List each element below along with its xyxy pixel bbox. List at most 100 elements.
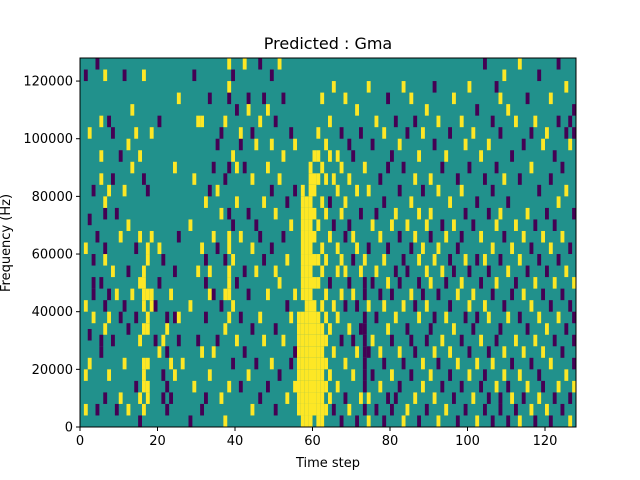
heatmap-cell-low <box>405 127 410 139</box>
heatmap-cell-high <box>517 415 522 427</box>
heatmap-cell-low <box>250 127 255 139</box>
heatmap-cell-low <box>405 323 410 335</box>
heatmap-cell-high <box>541 230 546 243</box>
heatmap-cell-high <box>300 288 305 301</box>
heatmap-cell-low <box>235 104 239 116</box>
heatmap-cell-high <box>304 369 309 381</box>
heatmap-cell-high <box>514 334 518 347</box>
heatmap-cell-low <box>211 161 216 174</box>
heatmap-cell-high <box>269 357 274 370</box>
heatmap-cell-high <box>397 138 402 151</box>
heatmap-cell-high <box>401 81 406 93</box>
heatmap-cell-low <box>483 173 487 185</box>
x-tick-label: 20 <box>149 434 166 449</box>
heatmap-cell-low <box>328 277 332 289</box>
heatmap-cell-low <box>560 346 565 358</box>
heatmap-cell-high <box>366 415 371 427</box>
heatmap-cell-high <box>266 288 270 301</box>
heatmap-cell-low <box>552 334 557 347</box>
heatmap-cell-high <box>273 265 278 278</box>
heatmap-cell-high <box>262 196 267 208</box>
heatmap-cell-high <box>312 369 317 381</box>
heatmap-cell-high <box>258 311 263 324</box>
heatmap-cell-low <box>521 138 526 151</box>
heatmap-cell-low <box>572 207 577 220</box>
heatmap-cell-low <box>548 173 553 185</box>
heatmap-cell-low <box>537 254 542 266</box>
heatmap-cell-low <box>452 392 456 404</box>
y-tick-label: 0 <box>65 421 73 436</box>
heatmap-cell-low <box>343 300 348 312</box>
heatmap-cell-high <box>300 357 305 370</box>
heatmap-cell-low <box>467 161 472 174</box>
heatmap-cell-high <box>126 403 131 416</box>
heatmap-cell-low <box>103 242 108 255</box>
heatmap-cell-low <box>459 334 464 347</box>
heatmap-cell-low <box>568 300 573 312</box>
heatmap-cell-high <box>347 173 352 185</box>
heatmap-cell-low <box>83 69 88 82</box>
heatmap-cell-low <box>91 254 96 266</box>
heatmap-cell-high <box>564 265 569 278</box>
heatmap-cell-low <box>351 334 356 347</box>
heatmap-cell-low <box>545 265 549 278</box>
heatmap-cell-low <box>204 277 208 289</box>
heatmap-cell-high <box>490 357 495 370</box>
heatmap-cell-high <box>541 138 546 151</box>
heatmap-cell-high <box>103 254 108 266</box>
heatmap-cell-low <box>424 334 429 347</box>
heatmap-cell-low <box>114 403 119 416</box>
heatmap-cell-high <box>176 92 181 105</box>
heatmap-cell-high <box>494 380 499 393</box>
heatmap-cell-low <box>448 369 453 381</box>
heatmap-cell-high <box>308 323 313 335</box>
heatmap-cell-high <box>111 265 115 278</box>
heatmap-cell-low <box>506 415 511 427</box>
heatmap-cell-low <box>258 392 263 404</box>
heatmap-cell-high <box>324 380 329 393</box>
heatmap-cell-low <box>192 69 197 82</box>
heatmap-cell-high <box>149 230 154 243</box>
heatmap-cell-high <box>145 357 150 370</box>
heatmap-cell-low <box>510 357 515 370</box>
heatmap-cell-high <box>308 184 313 197</box>
heatmap-cell-low <box>386 92 391 105</box>
heatmap-cell-high <box>455 357 460 370</box>
heatmap-cell-high <box>324 138 329 151</box>
heatmap-cell-high <box>227 230 232 243</box>
heatmap-cell-low <box>219 127 224 139</box>
heatmap-cell-low <box>331 403 336 416</box>
heatmap-cell-high <box>320 323 325 335</box>
heatmap-cell-low <box>525 92 530 105</box>
heatmap-cell-low <box>498 323 503 335</box>
heatmap-cell-high <box>320 334 325 347</box>
heatmap-cell-high <box>393 311 398 324</box>
heatmap-cell-high <box>386 323 391 335</box>
heatmap-cell-high <box>297 403 301 416</box>
heatmap-cell-high <box>436 184 441 197</box>
heatmap-cell-low <box>188 415 193 427</box>
heatmap-cell-high <box>320 357 325 370</box>
heatmap-cell-high <box>320 242 325 255</box>
heatmap-cell-low <box>498 254 503 266</box>
heatmap-cell-high <box>165 323 170 335</box>
heatmap-cell-low <box>359 207 363 220</box>
heatmap-cell-low <box>258 58 263 70</box>
heatmap-cell-low <box>517 311 522 324</box>
heatmap-cell-high <box>335 150 340 162</box>
heatmap-cell-high <box>568 138 573 151</box>
heatmap-cell-high <box>130 161 135 174</box>
heatmap-cell-high <box>126 219 131 231</box>
heatmap-cell-high <box>312 150 317 162</box>
heatmap-cell-high <box>335 265 340 278</box>
heatmap-cell-high <box>300 265 305 278</box>
heatmap-cell-high <box>316 346 321 358</box>
heatmap-cell-low <box>103 207 108 220</box>
heatmap-cell-low <box>169 392 174 404</box>
heatmap-cell-low <box>397 380 402 393</box>
heatmap-cell-low <box>246 288 251 301</box>
heatmap-cell-low <box>448 254 453 266</box>
heatmap-cell-high <box>134 127 139 139</box>
heatmap-cell-high <box>227 277 232 289</box>
heatmap-cell-low <box>471 323 476 335</box>
